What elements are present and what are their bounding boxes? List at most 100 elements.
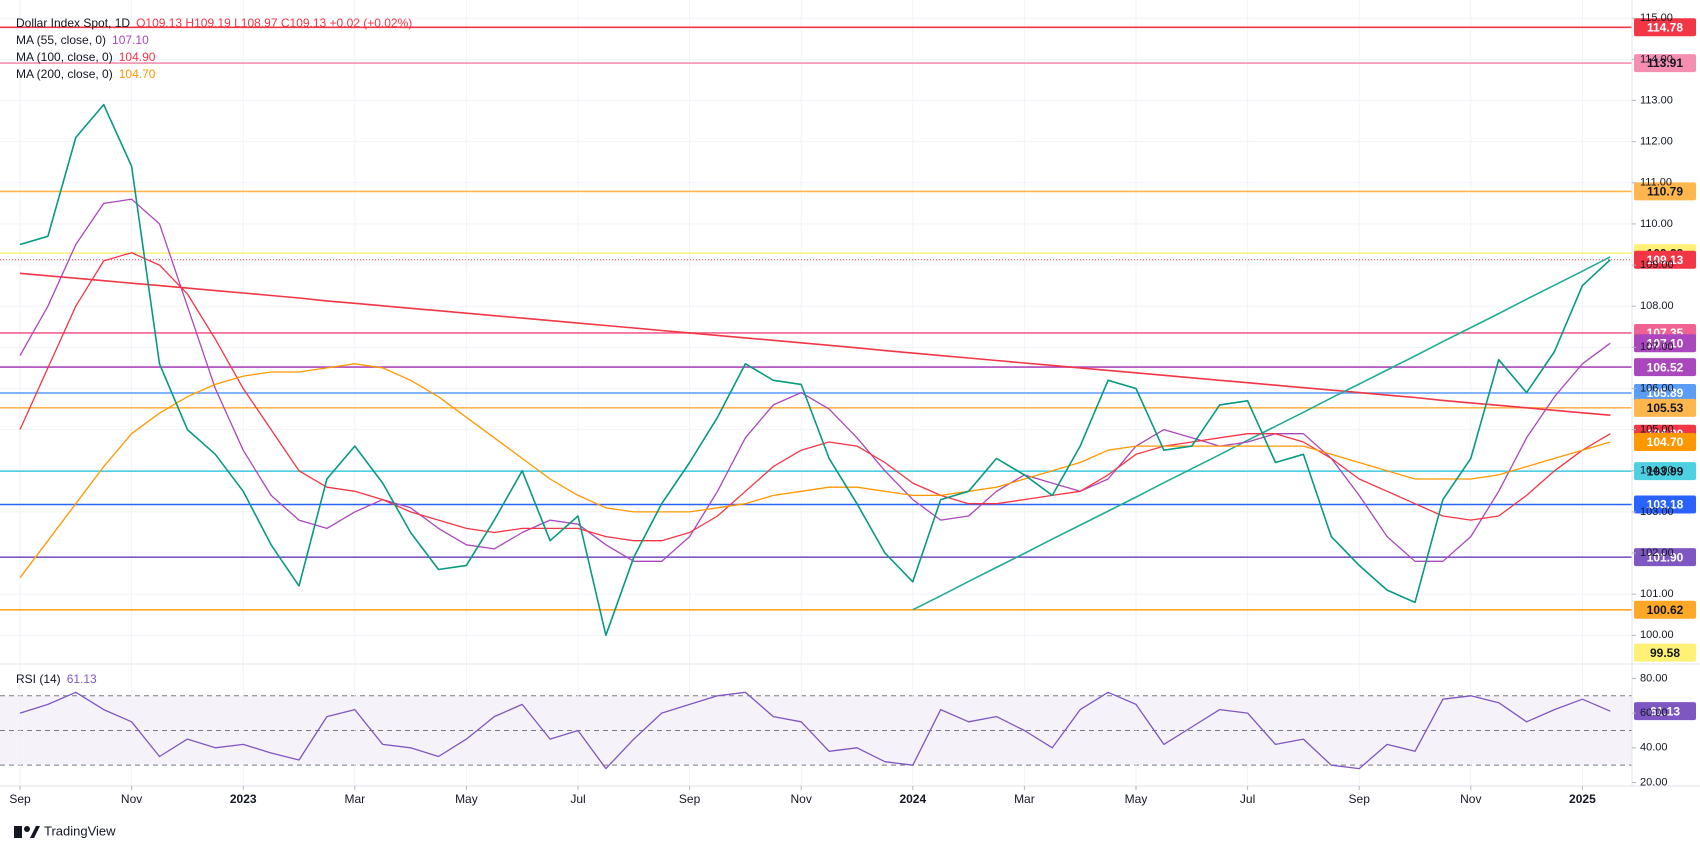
price-tag-box [1634,702,1696,721]
price-tag: 61.13 [1634,702,1696,721]
y-tick-label: 114.00 [1640,53,1673,65]
x-tick-label: Nov [791,792,812,806]
y-tick-label: 106.00 [1640,382,1674,394]
price-tag: 101.90 [1634,548,1696,567]
price-tag-box [1634,334,1696,353]
price-tag-box [1634,182,1696,201]
logo-icon [30,826,40,838]
price-tag-label: 109.13 [1647,253,1684,267]
x-tick-label: Nov [121,792,142,806]
y-tick-label: 113.00 [1640,94,1673,106]
price-tag-box [1634,384,1696,403]
price-tag-label: 103.18 [1647,498,1684,512]
levels [0,26,1632,611]
x-tick-label: May [1125,792,1148,806]
legend-value: 104.90 [119,50,156,64]
price-tag-label: 100.62 [1647,603,1684,617]
y-tick-label: 108.00 [1640,300,1674,312]
x-tick-label: Jul [1240,792,1255,806]
y-tick-label: 107.00 [1640,341,1674,353]
x-tick-label: Mar [344,792,365,806]
price-tag: 105.53 [1634,398,1696,417]
price-tag: 105.89 [1634,384,1696,403]
x-tick-label: Mar [1014,792,1035,806]
grid [0,0,1632,786]
y-tick-label: 100.00 [1640,629,1674,641]
x-tick-label: Sep [679,792,701,806]
price-tag: 110.79 [1634,182,1696,201]
price-tag-label: 103.99 [1647,464,1684,478]
legend-name: MA (55, close, 0) [16,33,106,47]
x-tick-label: 2023 [230,792,257,806]
y-tick-label: 115.00 [1640,12,1673,24]
series-line [19,363,1611,579]
y-tick-label: 101.00 [1640,588,1674,600]
price-tag: 107.10 [1634,334,1696,353]
price-tag-label: 113.91 [1647,56,1683,70]
y-tick-label: 20.00 [1640,776,1668,788]
price-tag: 106.52 [1634,358,1696,377]
price-tag-box [1634,18,1696,37]
price-tag-box [1634,600,1696,619]
logo-icon [14,826,22,838]
price-tag-label: 105.89 [1647,386,1684,400]
x-tick-label: Nov [1460,792,1481,806]
price-tag-box [1634,495,1696,514]
price-tag-box [1634,432,1696,451]
x-tick-label: May [455,792,478,806]
price-tag-label: 114.78 [1647,20,1683,34]
y-tick-label: 104.00 [1640,465,1674,477]
price-tag-box [1634,462,1696,481]
price-tag: 104.70 [1634,432,1696,451]
series-line [19,691,1611,770]
price-tag-box [1634,358,1696,377]
x-tick-label: Sep [9,792,31,806]
y-tick-label: 80.00 [1640,672,1668,684]
y-tick-label: 110.00 [1640,218,1673,230]
y-tick-label: 60.00 [1640,707,1668,719]
price-tag: 103.18 [1634,495,1696,514]
logo: TradingView [14,823,116,838]
price-tag: 109.13 [1634,250,1696,269]
x-tick-label: 2025 [1569,792,1596,806]
price-tag-box [1634,398,1696,417]
y-tick-label: 109.00 [1640,259,1674,271]
y-tick-label: 102.00 [1640,547,1674,559]
x-tick-label: Sep [1349,792,1371,806]
price-tag-label: 61.13 [1650,704,1680,718]
price-tag: 113.91 [1634,54,1696,73]
price-tag-label: 99.58 [1650,646,1680,660]
price-tag-box [1634,54,1696,73]
x-tick-label: 2024 [899,792,926,806]
price-tag: 103.99 [1634,462,1696,481]
price-tag: 99.58 [1634,643,1696,662]
logo-icon [24,826,30,832]
legend-name: MA (100, close, 0) [16,50,113,64]
price-tag-box [1634,643,1696,662]
price-tag-label: 106.52 [1647,360,1684,374]
series-line [19,198,1611,562]
price-tag-label: 107.10 [1647,336,1684,350]
price-tag: 100.62 [1634,600,1696,619]
y-tick-label: 105.00 [1640,424,1674,436]
legend-value: 104.70 [119,67,156,81]
series-line [19,103,1611,637]
price-tag-label: 110.79 [1647,185,1683,199]
y-tick-label: 103.00 [1640,506,1674,518]
axis [0,0,1700,787]
price-tag-label: 101.90 [1647,550,1684,564]
price-tags: 114.78113.91110.79109.29109.13107.35106.… [1634,18,1696,721]
price-tag-box [1634,250,1696,269]
price-tag-box [1634,548,1696,567]
legend-value: 107.10 [112,33,149,47]
price-tag-label: 105.53 [1647,401,1684,415]
legend-name: MA (200, close, 0) [16,67,113,81]
chart-title: Dollar Index Spot, 1D [16,16,130,30]
quote: O109.13 H109.19 L108.97 C109.13 +0.02 (+… [136,16,412,30]
legend-name: RSI (14) [16,672,61,686]
y-tick-label: 111.00 [1640,177,1672,189]
y-tick-label: 112.00 [1640,136,1673,148]
logo-text: TradingView [44,823,116,838]
price-tag-label: 104.70 [1647,435,1684,449]
